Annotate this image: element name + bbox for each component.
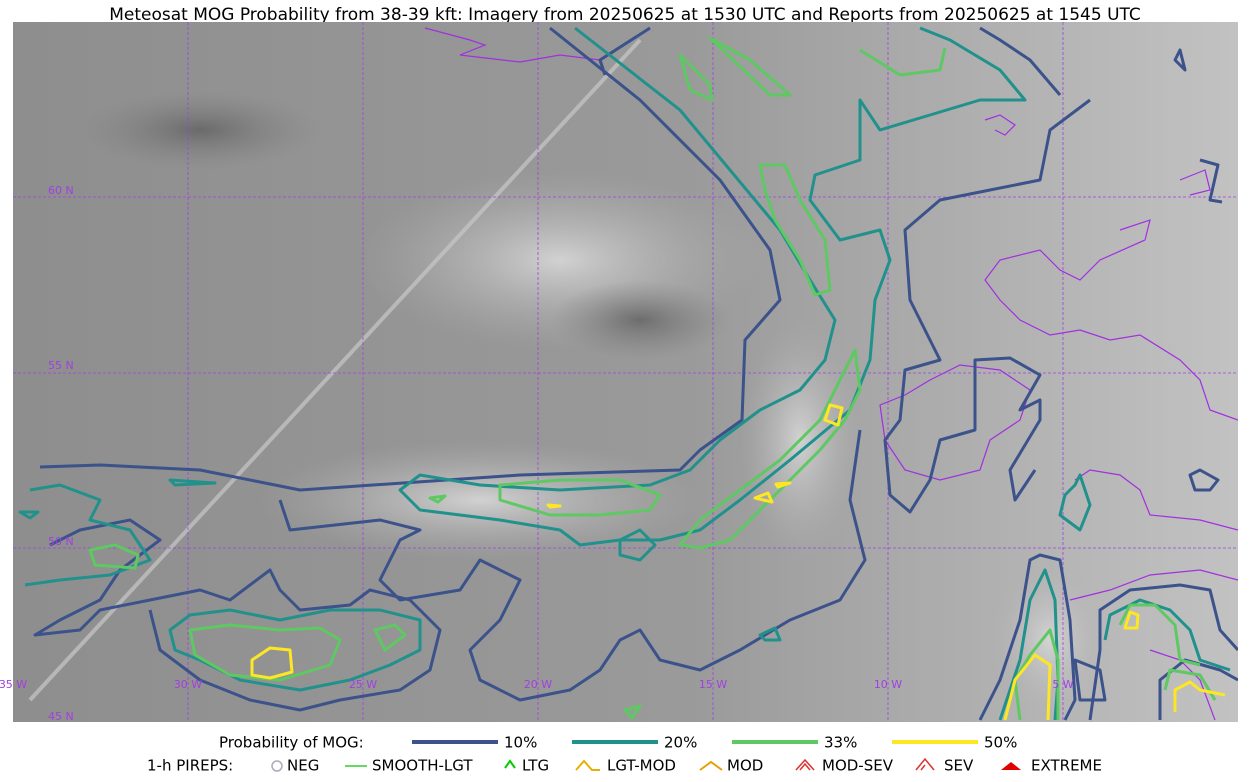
lon-label: 35 W <box>0 678 27 691</box>
contour <box>1173 48 1187 72</box>
contour <box>1163 668 1217 701</box>
contour <box>1118 603 1201 667</box>
pirep-symbol <box>504 759 516 769</box>
legend-label: 33% <box>824 734 857 752</box>
grid <box>13 22 1238 722</box>
pirep-symbol <box>699 760 723 771</box>
pirep-symbol <box>915 757 935 771</box>
contour <box>88 543 140 570</box>
contour <box>708 36 792 97</box>
contour <box>1123 610 1140 630</box>
contour <box>1188 468 1220 492</box>
legend-label: LGT-MOD <box>607 757 676 775</box>
lat-label: 45 N <box>48 710 74 723</box>
lon-labels: 35 W 30 W 25 W 20 W 15 W 10 W 5 W <box>0 678 1074 691</box>
contour <box>623 704 642 720</box>
coastlines <box>424 27 1238 721</box>
contour <box>546 503 562 509</box>
lon-label: 20 W <box>524 678 552 691</box>
lon-label: 25 W <box>349 678 377 691</box>
contour <box>978 553 1077 721</box>
pirep-symbol <box>1001 762 1021 770</box>
legend-label: 50% <box>984 734 1017 752</box>
lon-label: 10 W <box>874 678 902 691</box>
lon-label: 5 W <box>1052 678 1073 691</box>
contour <box>678 348 862 550</box>
contour <box>1199 158 1223 204</box>
contour <box>883 98 1091 514</box>
pirep-symbol <box>271 760 283 772</box>
map-area <box>13 22 1238 722</box>
contour <box>33 518 442 712</box>
lat-label: 55 N <box>48 359 74 372</box>
contour <box>774 481 792 489</box>
contour <box>498 478 662 517</box>
contour <box>250 646 294 680</box>
contour <box>758 626 782 642</box>
contour <box>678 53 714 102</box>
map-title: Meteosat MOG Probability from 38-39 kft:… <box>109 5 1141 25</box>
contour <box>1058 473 1092 532</box>
legend-label: SEV <box>944 757 974 775</box>
contour <box>979 26 1062 96</box>
lat-label: 50 N <box>48 535 74 548</box>
legend-title: Probability of MOG: <box>219 734 364 752</box>
lon-label: 30 W <box>174 678 202 691</box>
contours <box>18 26 1238 721</box>
contour <box>18 510 40 520</box>
legend: Probability of MOG: 1-h PIREPS: 10% 20% 33… <box>147 734 1102 775</box>
contour <box>1173 680 1226 712</box>
contour <box>1103 598 1231 672</box>
contour <box>278 429 867 702</box>
cloud <box>990 560 1110 720</box>
contour <box>1073 658 1107 702</box>
pirep-symbol <box>575 759 600 771</box>
contour <box>24 483 152 587</box>
lat-label: 60 N <box>48 184 74 197</box>
contour <box>398 26 1027 547</box>
legend-title: 1-h PIREPS: <box>147 757 233 775</box>
contour <box>753 491 774 504</box>
contour <box>758 163 832 297</box>
legend-label: EXTREME <box>1031 757 1102 775</box>
legend-label: SMOOTH-LGT <box>372 757 473 775</box>
contour <box>618 528 657 562</box>
legend-label: MOD-SEV <box>822 757 894 775</box>
contour <box>428 494 447 504</box>
contour <box>168 478 217 487</box>
cloud <box>260 440 700 560</box>
legend-label: LTG <box>522 757 549 775</box>
legend-label: MOD <box>727 757 763 775</box>
contour <box>188 623 342 682</box>
dark-swirl <box>550 280 730 360</box>
contour <box>1003 653 1052 721</box>
pirep-symbol <box>795 758 815 771</box>
contour <box>1013 628 1060 721</box>
legend-label: 10% <box>504 734 537 752</box>
lon-label: 15 W <box>699 678 727 691</box>
contour <box>859 47 947 77</box>
legend-label: NEG <box>287 757 319 775</box>
contour <box>39 26 782 492</box>
lat-labels: 60 N 55 N 50 N 45 N <box>48 184 74 723</box>
legend-label: 20% <box>664 734 697 752</box>
contour <box>823 403 844 427</box>
dark-swirl <box>80 90 320 170</box>
contour <box>598 26 651 76</box>
contour <box>1088 583 1238 721</box>
contour <box>373 623 407 652</box>
